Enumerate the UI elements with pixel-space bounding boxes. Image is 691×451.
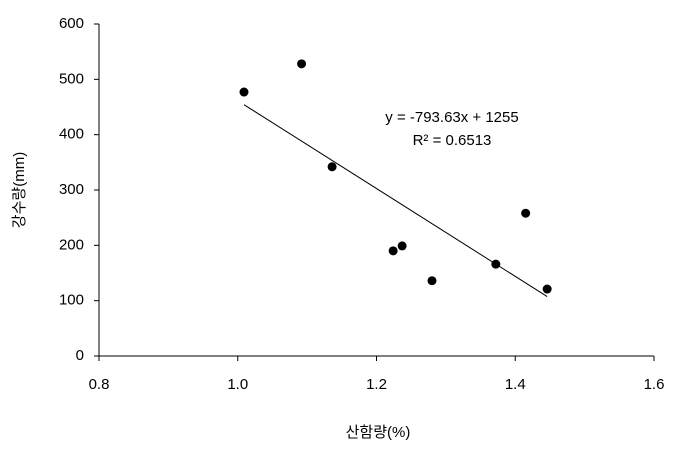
- point: [327, 162, 337, 172]
- point: [397, 241, 407, 251]
- trendline-r2: R² = 0.6513: [413, 132, 492, 149]
- x-tick-label: 1.6: [644, 376, 665, 393]
- x-tick-label: 1.0: [227, 376, 248, 393]
- x-tick-label: 0.8: [89, 376, 110, 393]
- x-tick-label: 1.4: [505, 376, 526, 393]
- point: [239, 87, 249, 97]
- y-tick-label: 200: [59, 236, 84, 253]
- point: [388, 246, 398, 256]
- y-tick-label: 300: [59, 181, 84, 198]
- y-tick-label: 100: [59, 292, 84, 309]
- point: [427, 276, 437, 286]
- y-tick-label: 600: [59, 15, 84, 32]
- y-tick-label: 0: [76, 347, 84, 364]
- point: [521, 208, 531, 218]
- trendline: [243, 104, 548, 297]
- x-tick-label: 1.2: [366, 376, 387, 393]
- trendline-equation: y = -793.63x + 1255: [385, 109, 518, 126]
- x-axis-label: 산함량(%): [346, 424, 411, 441]
- y-tick-label: 500: [59, 70, 84, 87]
- y-tick-label: 400: [59, 126, 84, 143]
- point: [542, 284, 552, 294]
- y-axis-label: 강수량(mm): [11, 152, 28, 228]
- point: [297, 59, 307, 69]
